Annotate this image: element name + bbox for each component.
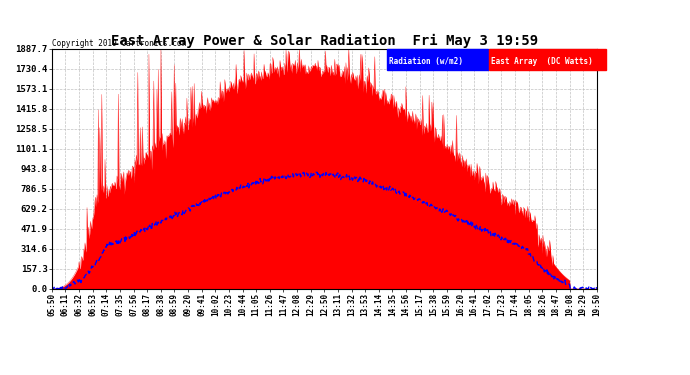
Text: Radiation (w/m2): Radiation (w/m2) <box>389 57 463 66</box>
Title: East Array Power & Solar Radiation  Fri May 3 19:59: East Array Power & Solar Radiation Fri M… <box>110 33 538 48</box>
Text: Copyright 2019 Cartronics.com: Copyright 2019 Cartronics.com <box>52 39 186 48</box>
Text: East Array  (DC Watts): East Array (DC Watts) <box>491 57 593 66</box>
